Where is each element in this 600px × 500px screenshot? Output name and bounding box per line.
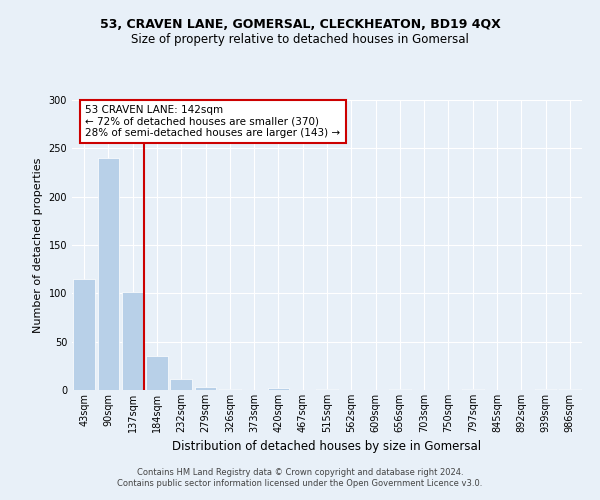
Bar bbox=[268, 388, 289, 390]
Text: Contains HM Land Registry data © Crown copyright and database right 2024.
Contai: Contains HM Land Registry data © Crown c… bbox=[118, 468, 482, 487]
Bar bbox=[389, 389, 411, 390]
Bar bbox=[535, 389, 556, 390]
Bar bbox=[462, 389, 484, 390]
Bar bbox=[73, 279, 95, 390]
Bar bbox=[146, 356, 168, 390]
Bar bbox=[316, 389, 338, 390]
X-axis label: Distribution of detached houses by size in Gomersal: Distribution of detached houses by size … bbox=[172, 440, 482, 454]
Bar bbox=[559, 389, 581, 390]
Bar bbox=[122, 292, 143, 390]
Text: Size of property relative to detached houses in Gomersal: Size of property relative to detached ho… bbox=[131, 32, 469, 46]
Bar bbox=[97, 158, 119, 390]
Bar bbox=[170, 380, 192, 390]
Bar bbox=[219, 389, 241, 390]
Bar bbox=[194, 387, 217, 390]
Text: 53, CRAVEN LANE, GOMERSAL, CLECKHEATON, BD19 4QX: 53, CRAVEN LANE, GOMERSAL, CLECKHEATON, … bbox=[100, 18, 500, 30]
Text: 53 CRAVEN LANE: 142sqm
← 72% of detached houses are smaller (370)
28% of semi-de: 53 CRAVEN LANE: 142sqm ← 72% of detached… bbox=[85, 105, 340, 138]
Y-axis label: Number of detached properties: Number of detached properties bbox=[33, 158, 43, 332]
